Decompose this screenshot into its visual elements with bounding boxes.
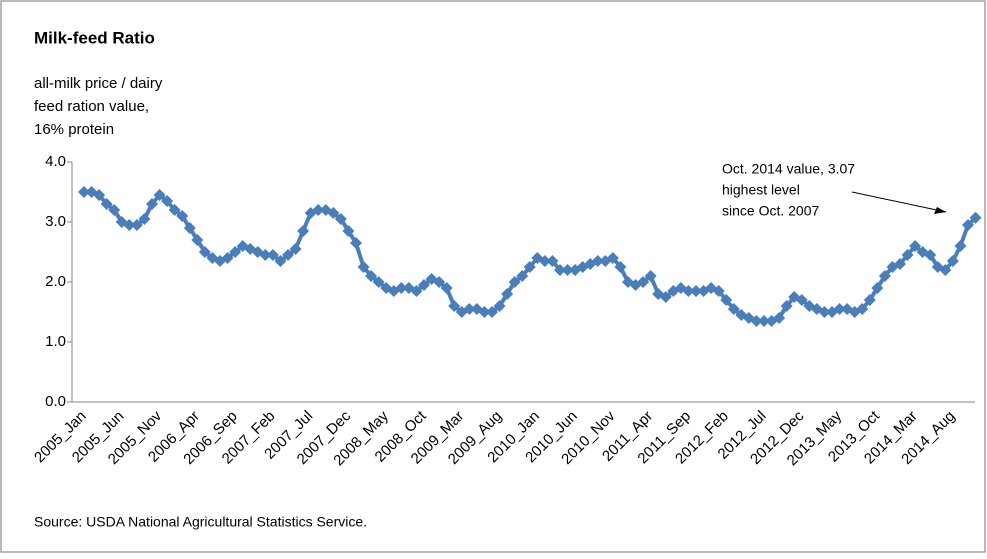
data-point <box>614 261 627 273</box>
data-point <box>606 252 619 264</box>
data-point <box>591 255 604 267</box>
data-point <box>274 255 287 267</box>
data-point <box>350 237 362 249</box>
data-point <box>946 255 959 267</box>
data-point <box>644 270 657 282</box>
data-point <box>924 249 937 261</box>
data-point <box>342 225 355 237</box>
annotation: highest level <box>722 182 800 198</box>
data-point <box>909 240 922 252</box>
data-point <box>168 204 181 216</box>
data-point <box>229 246 242 258</box>
data-point <box>334 213 347 225</box>
data-point <box>939 264 952 276</box>
data-point <box>720 294 733 306</box>
data-point <box>516 270 529 282</box>
data-point <box>395 282 408 294</box>
data-point <box>153 189 166 201</box>
data-point <box>508 276 521 288</box>
y-axis-title: 16% protein <box>34 121 114 138</box>
data-point <box>198 246 211 258</box>
data-point <box>93 189 106 201</box>
data-point <box>191 234 204 246</box>
chart-title: Milk-feed Ratio <box>34 28 155 47</box>
data-point <box>448 300 461 312</box>
y-tick-label: 1.0 <box>45 333 66 350</box>
data-point <box>108 204 121 216</box>
data-point <box>523 261 536 273</box>
data-point <box>712 285 725 297</box>
data-point <box>130 219 143 231</box>
annotation: Oct. 2014 value, 3.07 <box>722 161 855 177</box>
data-point <box>289 243 302 255</box>
data-point <box>954 240 967 252</box>
data-point <box>410 285 423 297</box>
data-point <box>440 282 453 294</box>
annotation: since Oct. 2007 <box>722 203 819 219</box>
data-point <box>780 300 793 312</box>
y-axis-title: all-milk price / dairy <box>34 75 163 92</box>
data-point <box>161 195 174 207</box>
data-point <box>282 249 294 261</box>
data-point <box>365 270 378 282</box>
data-point <box>357 261 370 273</box>
data-point <box>183 222 196 234</box>
data-point <box>637 276 650 288</box>
source-note: Source: USDA National Agricultural Stati… <box>34 514 367 530</box>
data-point <box>863 294 876 306</box>
data-point <box>501 288 514 300</box>
data-point <box>546 255 559 267</box>
data-point <box>727 303 740 315</box>
data-point <box>750 315 763 327</box>
data-point <box>259 249 272 261</box>
data-point <box>146 198 158 210</box>
data-point <box>123 219 136 231</box>
data-point <box>878 270 891 282</box>
data-point <box>969 211 982 224</box>
data-point <box>538 255 551 267</box>
data-point <box>894 258 906 270</box>
data-point <box>795 294 808 306</box>
data-point <box>561 264 574 276</box>
data-point <box>266 249 279 261</box>
data-point <box>901 249 914 261</box>
data-point <box>758 315 770 327</box>
data-point <box>493 300 506 312</box>
data-point <box>871 282 884 294</box>
data-point <box>327 207 340 219</box>
y-tick-label: 4.0 <box>45 153 66 170</box>
data-point <box>176 210 189 222</box>
y-tick-label: 3.0 <box>45 213 66 230</box>
data-point <box>833 303 846 315</box>
data-point <box>690 285 702 297</box>
data-point <box>221 252 234 264</box>
data-point <box>312 204 325 216</box>
data-point <box>856 303 869 315</box>
data-point <box>818 306 831 318</box>
data-point <box>773 312 786 324</box>
data-point <box>433 276 446 288</box>
data-point <box>100 198 113 210</box>
data-point <box>659 291 672 303</box>
data-point <box>486 306 498 318</box>
data-point <box>463 303 476 315</box>
data-point <box>962 219 974 231</box>
data-point <box>554 264 566 276</box>
data-point <box>418 279 430 291</box>
data-point <box>682 285 695 297</box>
data-point <box>138 213 151 225</box>
data-point <box>372 276 385 288</box>
arrow-head <box>934 207 946 214</box>
data-point <box>78 186 90 198</box>
annotation-arrow <box>851 191 947 213</box>
y-tick-label: 2.0 <box>45 273 66 290</box>
y-tick-label: 0.0 <box>45 393 66 410</box>
data-point <box>297 225 310 237</box>
data-point <box>478 306 491 318</box>
y-axis-title: feed ration value, <box>34 98 149 115</box>
